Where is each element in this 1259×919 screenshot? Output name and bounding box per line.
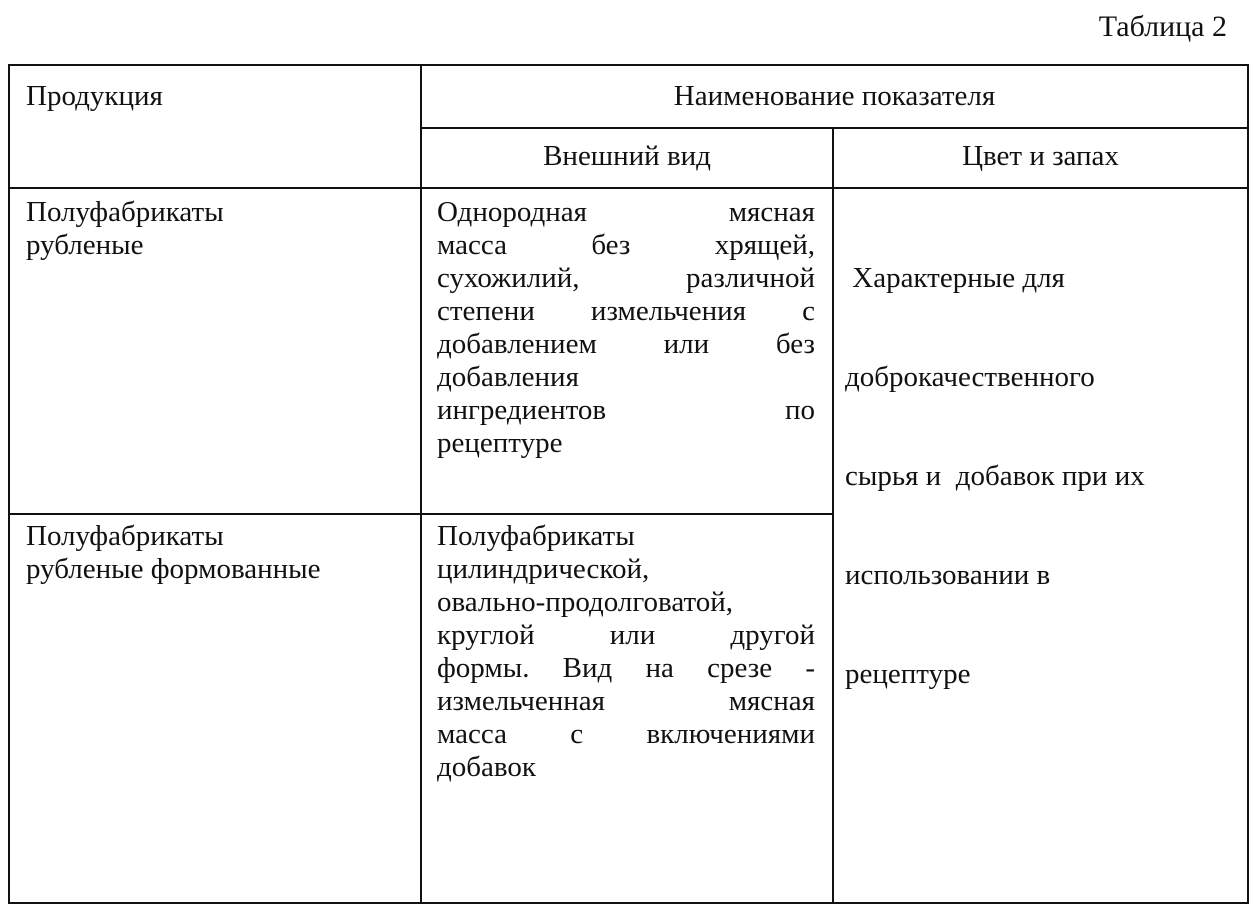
header-appearance: Внешний вид [543, 140, 711, 172]
text-line: Однородная мясная [437, 196, 815, 228]
column-divider-2 [832, 127, 834, 904]
text-line: добавления [437, 361, 579, 393]
table-border-top [8, 64, 1249, 66]
text-line: Полуфабрикаты [437, 520, 635, 552]
text-line: круглой или другой [437, 619, 815, 651]
text-line: цилиндрической, [437, 553, 650, 585]
row-divider [8, 513, 834, 515]
row-1-appearance: Однородная мясная масса без хрящей, сухо… [437, 196, 815, 460]
text-line: сырья и добавок при их [845, 460, 1145, 492]
text-line: степени измельчения с [437, 295, 815, 327]
header-bottom-line [8, 187, 1249, 189]
header-subdivider [420, 127, 1249, 129]
text-line: сухожилий, различной [437, 262, 815, 294]
table-title: Таблица 2 [1098, 10, 1227, 43]
header-indicator: Наименование показателя [673, 80, 996, 112]
header-color-smell: Цвет и запах [962, 140, 1119, 172]
text-line: Полуфабрикаты [26, 520, 224, 552]
text-line: Полуфабрикаты [26, 196, 224, 228]
header-product: Продукция [26, 80, 163, 112]
text-line: Характерные для [845, 262, 1065, 294]
text-line: рубленые [26, 229, 144, 261]
text-line: добавок [437, 751, 536, 783]
row-1-product: Полуфабрикаты рубленые [26, 196, 224, 262]
table-border-right [1247, 64, 1249, 904]
color-smell-shared: Характерные для доброкачественного сырья… [845, 196, 1145, 757]
text-line: доброкачественного [845, 361, 1095, 393]
text-line: добавлением или без [437, 328, 815, 360]
table-border-bottom [8, 902, 1249, 904]
column-divider-1 [420, 64, 422, 904]
text-line: масса без хрящей, [437, 229, 815, 261]
text-line: рубленые формованные [26, 553, 321, 585]
row-2-appearance: Полуфабрикаты цилиндрической, овально-пр… [437, 520, 815, 784]
table-border-left [8, 64, 10, 904]
row-2-product: Полуфабрикаты рубленые формованные [26, 520, 321, 586]
text-line: масса с включениями [437, 718, 815, 750]
text-line: рецептуре [437, 427, 563, 459]
text-line: использовании в [845, 559, 1051, 591]
text-line: рецептуре [845, 658, 971, 690]
text-line: формы. Вид на срезе - [437, 652, 815, 684]
text-line: измельченная мясная [437, 685, 815, 717]
text-line: ингредиентов по [437, 394, 815, 426]
text-line: овально-продолговатой, [437, 586, 734, 618]
